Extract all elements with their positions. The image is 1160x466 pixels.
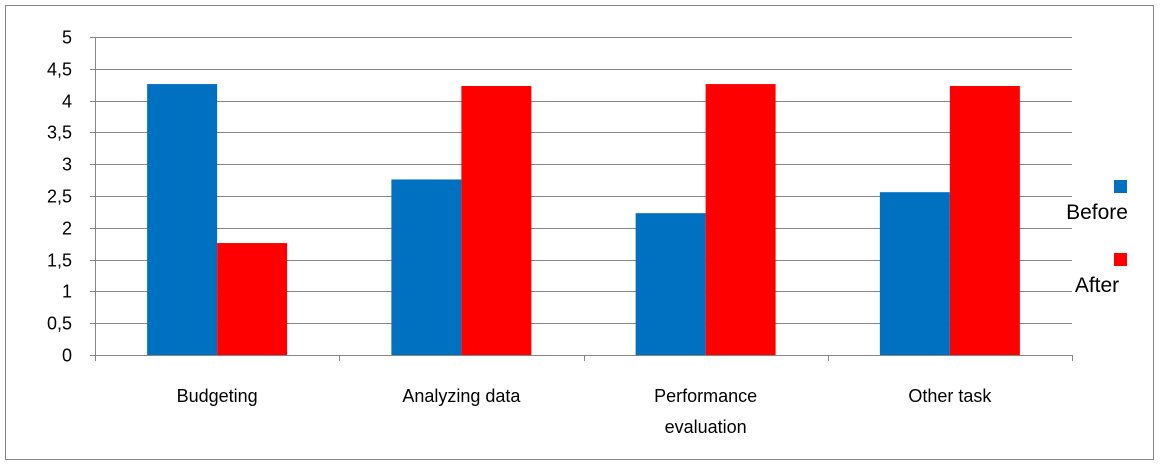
y-tick-label: 4,5 (47, 60, 72, 80)
bar-before-2 (391, 179, 462, 355)
y-axis-tick-labels: 0 0,5 1 1,5 2 2,5 3 3,5 4 4,5 5 (47, 28, 72, 366)
legend: Before After (1066, 180, 1128, 297)
bars (147, 84, 1020, 356)
x-tick-label: evaluation (665, 417, 747, 437)
y-tick-label: 1,5 (47, 251, 72, 271)
x-tick-label: Analyzing data (402, 386, 521, 406)
bar-after-3 (705, 84, 776, 356)
legend-label-before: Before (1066, 201, 1128, 224)
y-tick-label: 4 (62, 92, 72, 112)
y-tick-label: 2 (62, 219, 72, 239)
x-tick-label: Performance (654, 386, 757, 406)
x-axis-tick-labels: Budgeting Analyzing data Performance evalua… (177, 386, 993, 437)
y-tick-label: 2,5 (47, 187, 72, 207)
x-tick-label: Budgeting (177, 386, 258, 406)
x-tick-label: Other task (908, 386, 992, 406)
legend-label-after: After (1075, 274, 1119, 297)
bar-before-1 (147, 84, 218, 356)
y-tick-label: 1 (62, 282, 72, 302)
bar-before-4 (879, 192, 950, 355)
axes (90, 37, 1073, 361)
y-tick-label: 5 (62, 28, 72, 48)
bar-after-4 (949, 85, 1020, 356)
bar-before-3 (635, 213, 706, 355)
legend-swatch-before (1114, 180, 1127, 193)
y-tick-label: 0 (62, 346, 72, 366)
y-tick-label: 0,5 (47, 314, 72, 334)
bar-after-1 (217, 243, 288, 355)
bar-after-2 (461, 85, 532, 356)
legend-swatch-after (1114, 253, 1127, 266)
y-tick-label: 3,5 (47, 123, 72, 143)
y-tick-label: 3 (62, 155, 72, 175)
